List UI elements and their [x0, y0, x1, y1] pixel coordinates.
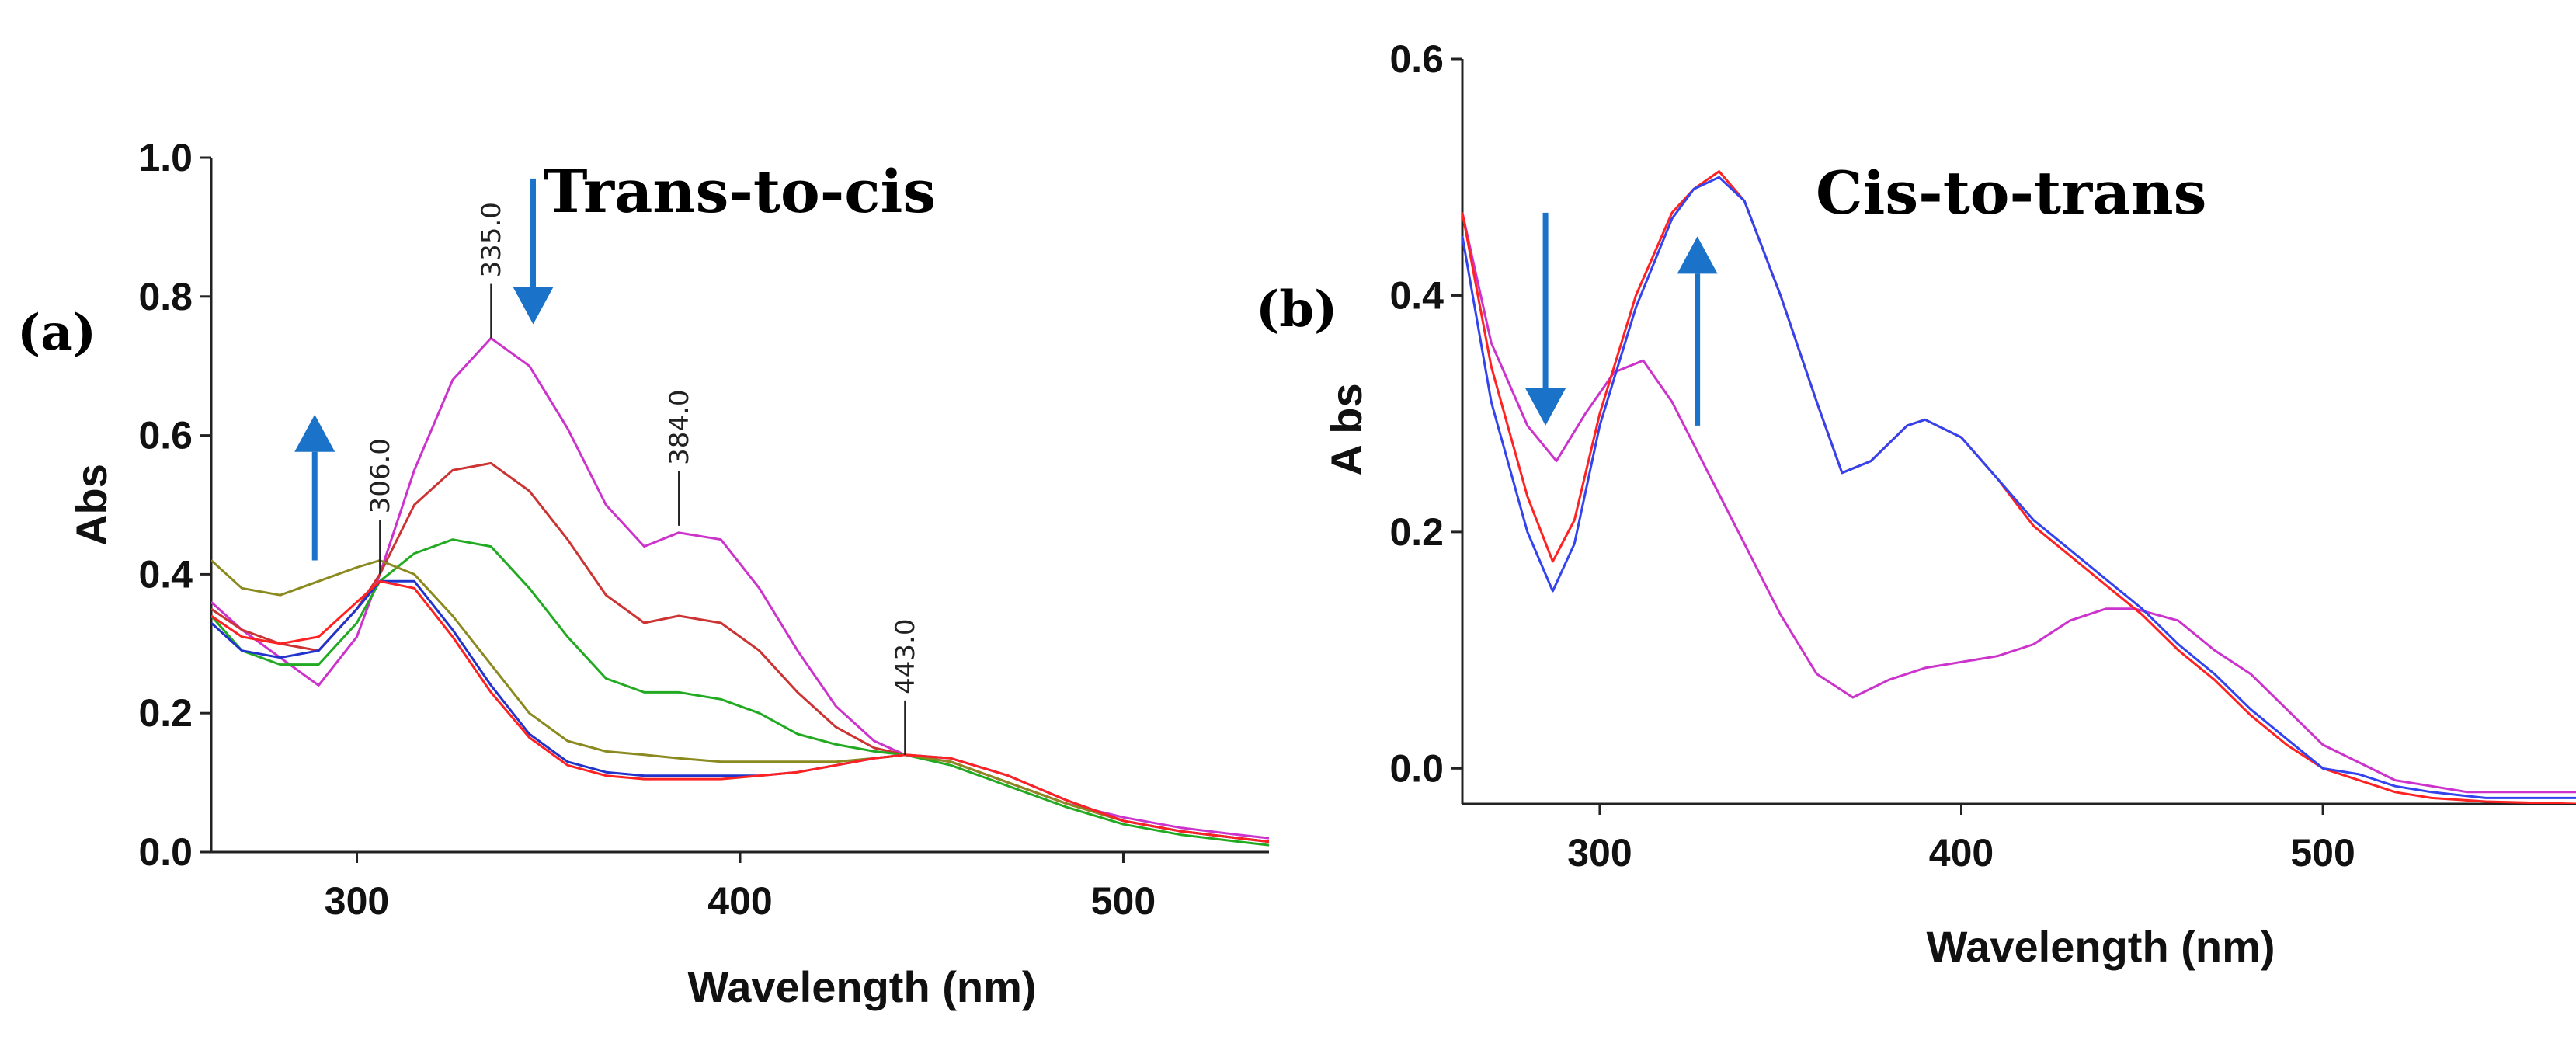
panel-b-chart: (b) Cis-to-trans 0.0 0.2 0.4 0.6 300 400 500 Wave…	[1256, 37, 2576, 971]
y-tick-label: 0.8	[138, 275, 193, 318]
arrow-down-icon	[1525, 388, 1566, 426]
chart-title: Cis-to-trans	[1816, 158, 2206, 228]
y-tick-label: 0.4	[138, 552, 193, 596]
spectrum-line-3	[1462, 176, 2576, 799]
peak-label: 335.0	[476, 202, 507, 277]
spectrum-line-2	[1462, 170, 2576, 804]
spectrum-line-6	[211, 579, 1269, 843]
arrow-up-icon	[294, 414, 335, 452]
x-axis-label: Wavelength (nm)	[1926, 922, 2275, 971]
spectrum-line-2	[211, 461, 1269, 843]
arrow-down-icon	[513, 287, 554, 325]
y-tick-label: 0.2	[138, 691, 193, 735]
y-tick-label: 1.0	[138, 136, 193, 179]
peak-label: 306.0	[365, 438, 396, 513]
x-tick-label: 300	[1567, 831, 1632, 875]
y-tick-label: 0.6	[138, 414, 193, 457]
spectrum-line-3	[211, 538, 1269, 847]
chart-title: Trans-to-cis	[544, 157, 936, 226]
y-tick-label: 0.6	[1389, 37, 1444, 81]
panel-label: (b)	[1256, 280, 1337, 339]
arrow-up-icon	[1677, 236, 1718, 274]
x-tick-label: 500	[1091, 879, 1156, 923]
x-tick-label: 400	[1929, 831, 1994, 875]
x-tick-label: 300	[325, 879, 389, 923]
y-tick-label: 0.2	[1389, 510, 1444, 554]
spectrum-line-4	[211, 559, 1269, 843]
x-axis-label: Wavelength (nm)	[687, 962, 1036, 1011]
y-axis-label: A bs	[1322, 383, 1371, 475]
x-tick-label: 400	[707, 879, 772, 923]
y-axis-label: Abs	[67, 464, 116, 546]
spectrum-line-1	[1462, 212, 2576, 794]
panel-a-chart: (a) Trans-to-cis 0.0 0.2 0.4 0.6 0.8 1.0 300 400 5…	[17, 136, 1269, 1011]
y-tick-label: 0.0	[138, 830, 193, 874]
peak-label: 384.0	[664, 389, 695, 464]
panel-label: (a)	[17, 304, 96, 362]
x-tick-label: 500	[2290, 831, 2355, 875]
peak-label: 443.0	[890, 618, 921, 694]
spectrum-line-5	[211, 579, 1269, 843]
y-tick-label: 0.4	[1389, 273, 1444, 317]
y-tick-label: 0.0	[1389, 746, 1444, 790]
